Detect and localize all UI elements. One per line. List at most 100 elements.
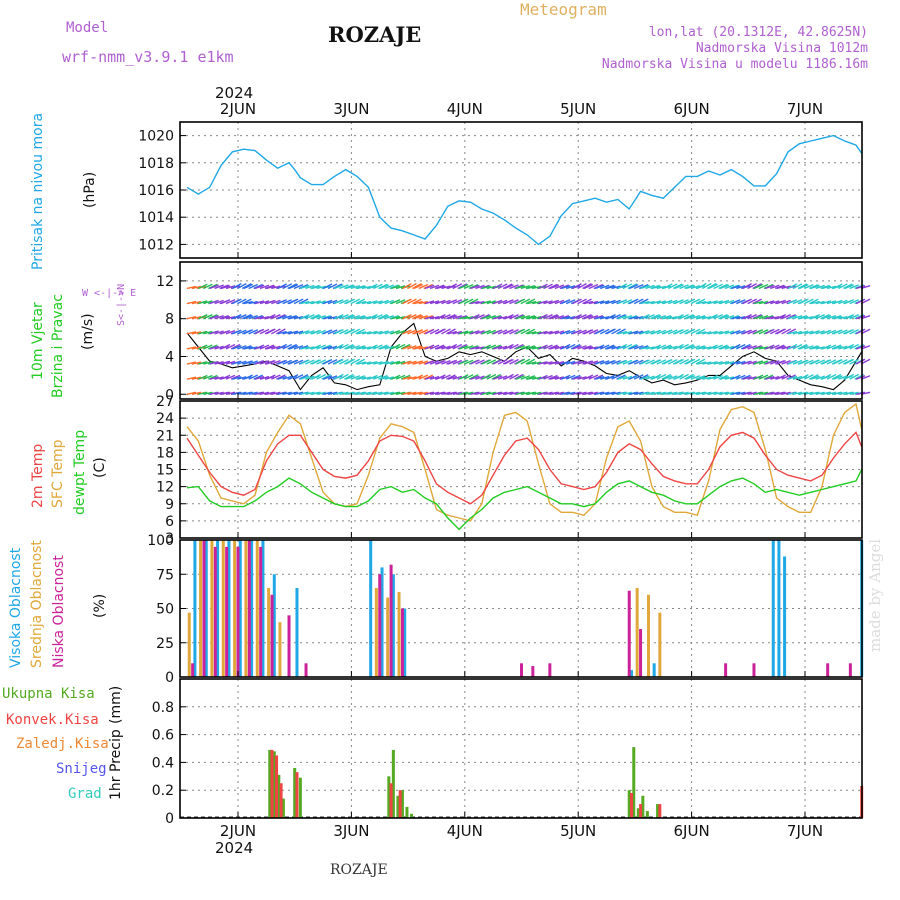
wind-barb (475, 330, 485, 335)
wind-barb (429, 360, 440, 365)
wind-barb (504, 373, 514, 380)
cloud-ylabel-title: Visoka Oblacnost (8, 547, 24, 668)
wind-barb (481, 391, 491, 395)
wind-barb (770, 391, 780, 395)
wind-barb (799, 284, 809, 290)
wind-barb (282, 343, 292, 350)
y-tick-label: 1018 (138, 156, 174, 172)
x-day-label-top: 4JUN (447, 100, 483, 118)
pressure-line (186, 134, 863, 246)
wind-barb (237, 329, 247, 335)
wind-barb (334, 358, 344, 365)
total-rain-bar (293, 767, 297, 818)
wind-barb (209, 376, 219, 380)
wind-barb (815, 284, 825, 290)
wind-barb (697, 376, 707, 380)
wind-barb (345, 298, 356, 305)
wind-ylabel-unit: (m/s) (80, 313, 96, 350)
wind-barb (300, 391, 310, 395)
wind-barb (833, 345, 843, 350)
wind-barb (186, 285, 197, 290)
wind-barb (452, 375, 462, 380)
wind-barb (277, 391, 287, 395)
wind-barb (497, 283, 508, 290)
x-day-label-bottom: 6JUN (674, 822, 710, 840)
wind-barb (402, 345, 412, 350)
wind-barb (220, 360, 231, 365)
wind-barb (543, 283, 553, 290)
wind-barb (572, 391, 582, 395)
wind-barb (668, 299, 678, 305)
wind-barb (849, 299, 859, 305)
wind-barb (833, 299, 843, 305)
wind-barb (520, 284, 531, 290)
wind-barb (225, 374, 236, 380)
wind-barb (191, 361, 202, 365)
wind-barb (747, 360, 757, 365)
wind-barb (248, 329, 258, 335)
wind-barb (254, 344, 265, 350)
wind-barb (685, 315, 696, 320)
wind-barb (390, 329, 401, 335)
wind-barb (679, 314, 689, 320)
wind-barb (209, 330, 219, 335)
wind-barb (810, 346, 820, 350)
low-cloud-bar (213, 546, 217, 677)
y-tick-label: 0.4 (152, 755, 174, 771)
wind-barb (792, 315, 803, 320)
wind-barb (254, 360, 265, 365)
wind-barb (504, 314, 514, 320)
wind-barb (266, 285, 276, 290)
wind-barb (753, 360, 764, 365)
wind-barb (368, 344, 378, 350)
wind-barb (373, 361, 383, 365)
wind-barb (447, 375, 457, 380)
wind-legend-we: W <-|-> E (82, 288, 137, 299)
wind-barb (838, 283, 848, 290)
total-rain-bar (405, 806, 409, 818)
wind-barb (770, 284, 780, 290)
wind-barb (690, 391, 701, 395)
lonlat-label: lon,lat (20.1312E, 42.8625N) (648, 25, 868, 40)
wind-barb (311, 359, 322, 365)
wind-barb (266, 345, 276, 350)
wind-barb (617, 359, 628, 365)
wind-barb (327, 391, 338, 395)
wind-barb (810, 314, 820, 320)
y-tick-label: 15 (156, 463, 174, 479)
wind-barb (656, 285, 667, 290)
wind-barb (690, 298, 701, 305)
wind-barb (628, 284, 639, 290)
wind-barb (243, 315, 253, 320)
wind-barb (322, 283, 333, 290)
wind-barb (532, 331, 542, 335)
wind-barb (815, 359, 825, 365)
wind-barb (356, 300, 367, 305)
temp-ylabel-unit: (C) (92, 457, 108, 478)
wind-barb (708, 283, 718, 290)
wind-ylabel-title: 10m Vjetar (30, 302, 46, 380)
wind-barb (232, 391, 242, 395)
wind-barb (527, 376, 537, 380)
wind-barb (481, 300, 492, 305)
wind-barb (504, 358, 514, 365)
wind-barb (651, 391, 662, 395)
wind-barb (361, 361, 372, 365)
wind-barb (339, 284, 349, 290)
wind-barb (810, 359, 820, 365)
wind-barb (288, 284, 299, 290)
wind-barb (225, 360, 236, 365)
mid-cloud-bar (199, 540, 203, 677)
wind-barb (350, 391, 360, 395)
wind-barb (792, 283, 803, 290)
low-cloud-bar (247, 540, 251, 677)
wind-barb (634, 330, 644, 335)
wind-barb (628, 359, 639, 365)
wind-barb (543, 314, 553, 320)
wind-barb (792, 343, 803, 350)
dewpt-temp-line (186, 469, 863, 531)
wind-barb (407, 314, 417, 320)
wind-barb (821, 373, 832, 380)
wind-barb (731, 285, 741, 290)
wind-barb (583, 391, 594, 395)
